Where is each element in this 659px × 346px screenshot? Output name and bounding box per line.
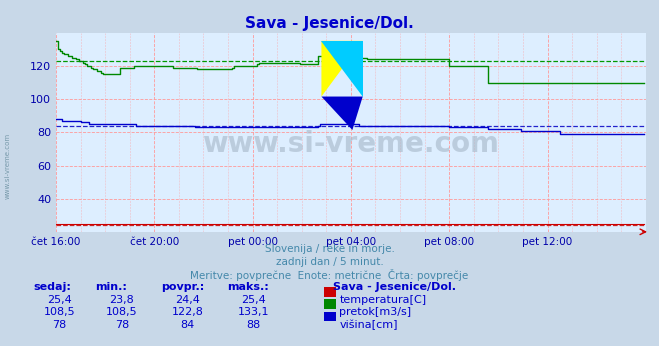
Bar bbox=[324, 312, 336, 321]
Polygon shape bbox=[322, 97, 362, 130]
Text: sedaj:: sedaj: bbox=[33, 282, 71, 292]
Polygon shape bbox=[322, 41, 362, 97]
Polygon shape bbox=[322, 41, 362, 97]
Text: pretok[m3/s]: pretok[m3/s] bbox=[339, 307, 411, 317]
Text: 23,8: 23,8 bbox=[109, 295, 134, 305]
Text: 108,5: 108,5 bbox=[43, 307, 75, 317]
Bar bbox=[324, 299, 336, 309]
Text: www.si-vreme.com: www.si-vreme.com bbox=[5, 133, 11, 199]
Text: www.si-vreme.com: www.si-vreme.com bbox=[202, 130, 500, 158]
Text: 78: 78 bbox=[115, 320, 129, 330]
Text: višina[cm]: višina[cm] bbox=[339, 320, 398, 330]
Text: povpr.:: povpr.: bbox=[161, 282, 205, 292]
Text: 133,1: 133,1 bbox=[238, 307, 270, 317]
Text: 88: 88 bbox=[246, 320, 261, 330]
Text: temperatura[C]: temperatura[C] bbox=[339, 295, 426, 305]
Bar bbox=[324, 287, 336, 297]
Text: Slovenija / reke in morje.: Slovenija / reke in morje. bbox=[264, 244, 395, 254]
Text: min.:: min.: bbox=[96, 282, 127, 292]
Text: 122,8: 122,8 bbox=[172, 307, 204, 317]
Text: Sava - Jesenice/Dol.: Sava - Jesenice/Dol. bbox=[245, 16, 414, 30]
Text: 25,4: 25,4 bbox=[47, 295, 72, 305]
Text: 84: 84 bbox=[181, 320, 195, 330]
Text: zadnji dan / 5 minut.: zadnji dan / 5 minut. bbox=[275, 257, 384, 267]
Text: 108,5: 108,5 bbox=[106, 307, 138, 317]
Text: Meritve: povprečne  Enote: metrične  Črta: povprečje: Meritve: povprečne Enote: metrične Črta:… bbox=[190, 269, 469, 281]
Text: maks.:: maks.: bbox=[227, 282, 269, 292]
Text: Sava - Jesenice/Dol.: Sava - Jesenice/Dol. bbox=[333, 282, 456, 292]
Text: 78: 78 bbox=[52, 320, 67, 330]
Text: 25,4: 25,4 bbox=[241, 295, 266, 305]
Text: 24,4: 24,4 bbox=[175, 295, 200, 305]
